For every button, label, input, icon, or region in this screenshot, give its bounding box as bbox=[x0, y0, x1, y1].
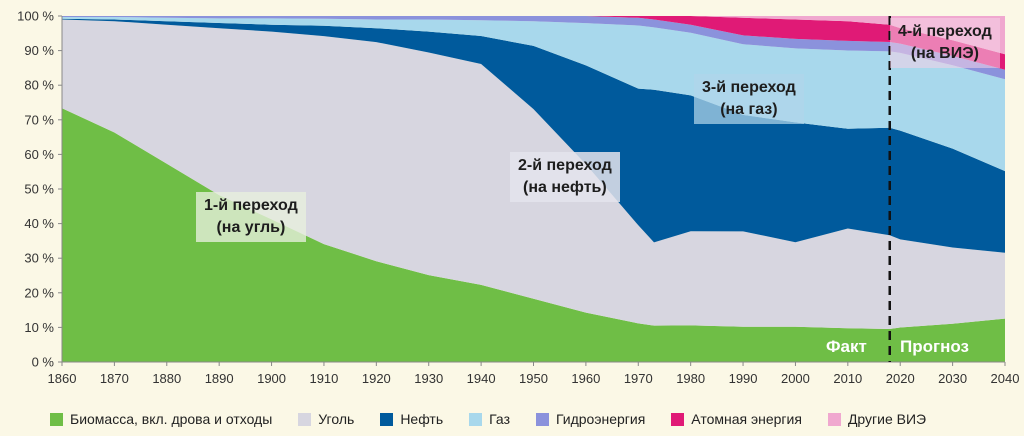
legend-item-4: Газ bbox=[469, 411, 510, 427]
transition-3-title: 3-й переход bbox=[702, 79, 796, 96]
legend-item-3: Нефть bbox=[380, 411, 443, 427]
x-tick-label: 1910 bbox=[309, 371, 338, 386]
x-tick-label: 1860 bbox=[48, 371, 77, 386]
legend-swatch bbox=[469, 412, 483, 426]
area-series-3 bbox=[62, 18, 1005, 253]
transition-4-subtitle: (на ВИЭ) bbox=[910, 45, 979, 62]
legend-label: Другие ВИЭ bbox=[847, 411, 927, 427]
legend-item-7: Другие ВИЭ bbox=[827, 411, 927, 427]
transition-2-annotation: 2-й переход (на нефть) bbox=[510, 152, 620, 202]
x-tick-label: 1990 bbox=[729, 371, 758, 386]
legend-item-2: Уголь bbox=[298, 411, 354, 427]
x-tick-label: 1870 bbox=[100, 371, 129, 386]
legend-item-5: Гидроэнергия bbox=[535, 411, 646, 427]
y-tick-label: 80 % bbox=[24, 78, 54, 93]
legend-swatch bbox=[380, 412, 394, 426]
legend-label: Нефть bbox=[400, 411, 444, 427]
legend-label: Гидроэнергия bbox=[555, 411, 646, 427]
area-series-5 bbox=[62, 16, 1005, 80]
x-tick-label: 1950 bbox=[519, 371, 548, 386]
x-tick-label: 1980 bbox=[676, 371, 705, 386]
legend-item-6: Атомная энергия bbox=[671, 411, 802, 427]
y-tick-label: 40 % bbox=[24, 216, 54, 231]
legend-label: Атомная энергия bbox=[691, 411, 802, 427]
y-tick-label: 30 % bbox=[24, 251, 54, 266]
x-tick-label: 2020 bbox=[886, 371, 915, 386]
transition-2-title: 2-й переход bbox=[518, 157, 612, 174]
y-tick-label: 90 % bbox=[24, 43, 54, 58]
x-tick-label: 1940 bbox=[467, 371, 496, 386]
legend-label: Биомасса, вкл. дрова и отходы bbox=[70, 411, 273, 427]
area-series-1 bbox=[62, 108, 1005, 362]
legend-swatch bbox=[298, 412, 312, 426]
axes: 0 % 10 % 20 % 30 % 40 % 50 % 60 % 70 % 80 % 90 % 1… bbox=[17, 9, 1019, 387]
legend-item-1: Биомасса, вкл. дрова и отходы bbox=[50, 411, 272, 427]
x-tick-label: 1930 bbox=[414, 371, 443, 386]
x-tick-label: 2010 bbox=[833, 371, 862, 386]
forecast-label: Прогноз bbox=[900, 337, 969, 356]
legend-label: Уголь bbox=[318, 411, 355, 427]
x-tick-label: 1920 bbox=[362, 371, 391, 386]
x-tick-label: 2000 bbox=[781, 371, 810, 386]
y-tick-label: 0 % bbox=[32, 355, 55, 370]
legend-swatch bbox=[535, 412, 549, 426]
fact-label: Факт bbox=[826, 337, 867, 356]
transition-3-subtitle: (на газ) bbox=[720, 101, 778, 118]
y-tick-label: 50 % bbox=[24, 182, 54, 197]
chart-legend: Биомасса, вкл. дрова и отходы Уголь Нефть Г… bbox=[50, 407, 1020, 431]
x-tick-label: 2040 bbox=[991, 371, 1020, 386]
transition-1-annotation: 1-й переход (на угль) bbox=[196, 192, 306, 242]
y-tick-label: 70 % bbox=[24, 112, 54, 127]
x-tick-label: 2030 bbox=[938, 371, 967, 386]
legend-swatch bbox=[671, 412, 685, 426]
legend-swatch bbox=[50, 412, 63, 426]
transition-4-title: 4-й переход bbox=[898, 23, 992, 40]
area-series-6 bbox=[62, 16, 1005, 70]
x-tick-label: 1960 bbox=[571, 371, 600, 386]
transition-2-subtitle: (на нефть) bbox=[523, 179, 607, 196]
y-tick-label: 60 % bbox=[24, 147, 54, 162]
x-tick-label: 1970 bbox=[624, 371, 653, 386]
y-tick-label: 100 % bbox=[17, 9, 54, 24]
x-tick-label: 1900 bbox=[257, 371, 286, 386]
y-tick-label: 10 % bbox=[24, 320, 54, 335]
transition-3-annotation: 3-й переход (на газ) bbox=[694, 74, 804, 124]
transition-4-annotation: 4-й переход (на ВИЭ) bbox=[890, 18, 1000, 68]
transition-1-subtitle: (на угль) bbox=[216, 219, 286, 236]
legend-label: Газ bbox=[489, 411, 510, 427]
transition-1-title: 1-й переход bbox=[204, 197, 298, 214]
area-series-4 bbox=[62, 17, 1005, 172]
x-tick-label: 1890 bbox=[205, 371, 234, 386]
y-tick-label: 20 % bbox=[24, 285, 54, 300]
x-tick-label: 1880 bbox=[152, 371, 181, 386]
legend-swatch bbox=[827, 412, 841, 426]
